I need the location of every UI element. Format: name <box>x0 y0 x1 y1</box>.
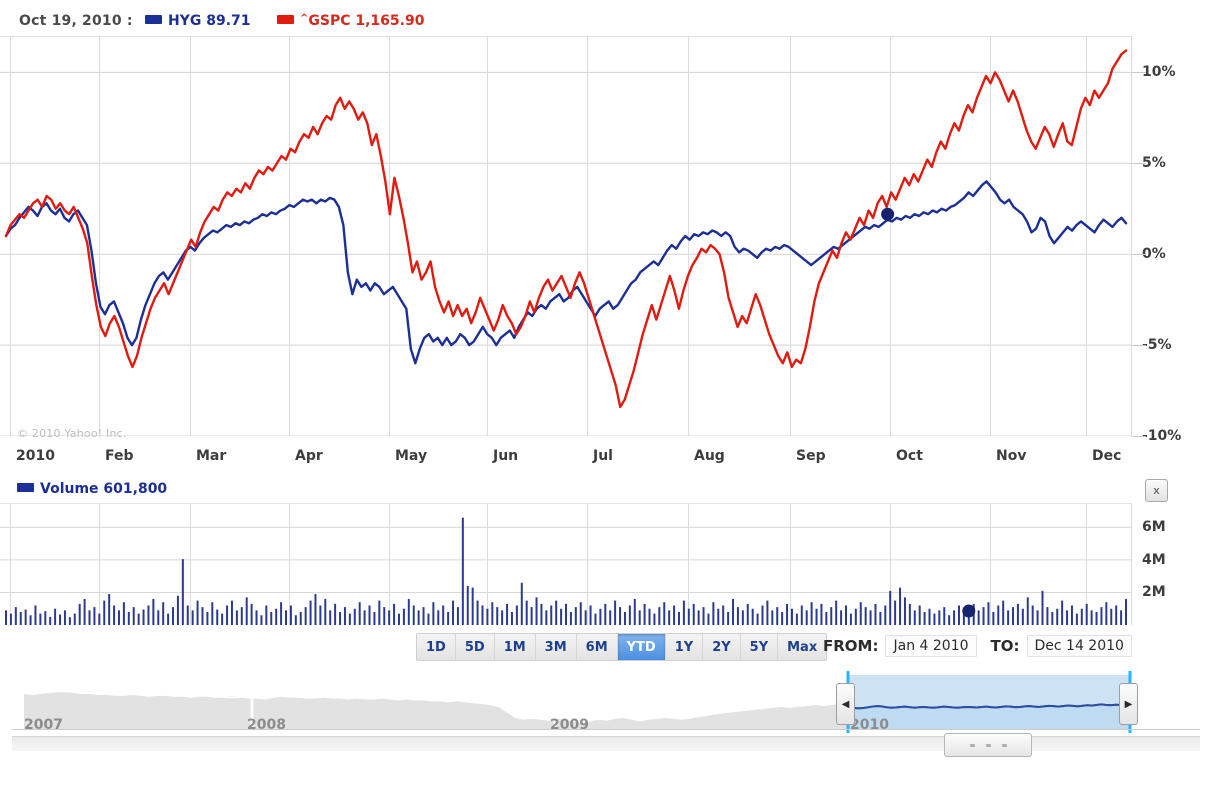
grip-dot <box>969 743 975 747</box>
chart-legend: Oct 19, 2010 : HYG 89.71 ^GSPC 1,165.90 <box>0 0 1212 36</box>
legend-swatch-hyg <box>145 15 162 24</box>
price-plot-svg <box>0 36 1132 436</box>
price-y-tickmark <box>1132 436 1146 437</box>
price-x-tick: Dec <box>1092 448 1122 464</box>
range-button-3m[interactable]: 3M <box>536 634 577 660</box>
range-button-ytd[interactable]: YTD <box>617 634 666 660</box>
price-y-tickmark <box>1132 72 1146 74</box>
price-y-tick: 5% <box>1142 155 1166 172</box>
legend-label-gspc: ^GSPC 1,165.90 <box>300 13 425 29</box>
price-x-tick: Oct <box>896 448 923 464</box>
to-input[interactable]: Dec 14 2010 <box>1026 635 1132 657</box>
volume-y-tick: 4M <box>1142 551 1166 568</box>
range-button-1y[interactable]: 1Y <box>666 634 704 660</box>
price-x-tick: Sep <box>796 448 826 464</box>
volume-y-axis: 6M 4M 2M <box>1134 503 1212 625</box>
price-y-tickmark <box>1132 163 1146 165</box>
price-x-tick: Feb <box>105 448 134 464</box>
range-button-1m[interactable]: 1M <box>495 634 536 660</box>
grip-dot <box>985 743 991 747</box>
volume-swatch <box>17 483 34 492</box>
close-icon[interactable]: x <box>1145 479 1168 502</box>
price-y-tickmark <box>1132 345 1146 347</box>
navigator-left-handle[interactable]: ◀ <box>836 683 855 725</box>
navigator-year-2007: 2007 <box>24 717 63 733</box>
to-label: TO: <box>990 637 1020 655</box>
price-x-tick: Aug <box>694 448 725 464</box>
price-y-tick: 0% <box>1142 246 1166 263</box>
legend-entry-hyg[interactable]: HYG 89.71 <box>145 13 251 29</box>
navigator-year-2010: 2010 <box>850 717 889 733</box>
range-button-2y[interactable]: 2Y <box>703 634 741 660</box>
legend-entry-gspc[interactable]: ^GSPC 1,165.90 <box>277 13 424 29</box>
volume-legend: Volume 601,800 <box>17 481 167 497</box>
price-y-tick: -10% <box>1142 428 1182 444</box>
price-y-tickmark <box>1132 254 1146 256</box>
price-y-tick: -5% <box>1142 337 1172 354</box>
date-range-fields: FROM: Jan 4 2010 TO: Dec 14 2010 <box>823 634 1146 658</box>
from-input[interactable]: Jan 4 2010 <box>885 635 977 657</box>
price-x-tick: Jul <box>593 448 613 464</box>
range-button-5d[interactable]: 5D <box>456 634 495 660</box>
volume-y-tick: 6M <box>1142 519 1166 536</box>
range-button-1d[interactable]: 1D <box>417 634 456 660</box>
grip-dot <box>1001 743 1007 747</box>
navigator-year-2008: 2008 <box>247 717 286 733</box>
legend-date: Oct 19, 2010 : <box>19 13 133 29</box>
price-x-tick: Nov <box>996 448 1027 464</box>
price-y-tick: 10% <box>1142 64 1176 81</box>
range-button-5y[interactable]: 5Y <box>741 634 779 660</box>
range-button-6m[interactable]: 6M <box>577 634 618 660</box>
price-x-tick: Apr <box>295 448 323 464</box>
range-selector[interactable]: 1D 5D 1M 3M 6M YTD 1Y 2Y 5Y Max <box>416 633 828 661</box>
volume-y-tick: 2M <box>1142 584 1166 601</box>
price-chart[interactable] <box>0 36 1132 436</box>
volume-plot-svg <box>0 503 1132 625</box>
copyright-text: © 2010 Yahoo! Inc. <box>17 427 127 440</box>
navigator-right-handle[interactable]: ▶ <box>1119 683 1138 725</box>
volume-legend-label: Volume 601,800 <box>40 481 168 497</box>
volume-chart[interactable] <box>0 503 1132 625</box>
legend-swatch-gspc <box>277 15 294 24</box>
price-x-tick: May <box>395 448 428 464</box>
legend-label-hyg: HYG 89.71 <box>168 13 251 29</box>
price-x-tick: Mar <box>196 448 227 464</box>
price-y-axis: 10% 5% 0% -5% -10% <box>1134 36 1212 444</box>
from-label: FROM: <box>823 637 879 655</box>
range-navigator[interactable]: 2007 2008 2009 2010 ◀ ▶ <box>12 667 1200 745</box>
price-x-axis: 2010 Feb Mar Apr May Jun Jul Aug Sep Oct Nov Dec <box>0 448 1132 476</box>
chart-controls: 1D 5D 1M 3M 6M YTD 1Y 2Y 5Y Max FROM: Jan 4 2010 … <box>0 633 1212 661</box>
navigator-scrollbar[interactable] <box>12 736 1200 751</box>
price-x-tick: Jun <box>493 448 519 464</box>
range-button-max[interactable]: Max <box>787 639 818 655</box>
price-x-tick: 2010 <box>16 448 55 464</box>
navigator-year-2009: 2009 <box>550 717 589 733</box>
navigator-scroll-grip[interactable] <box>944 733 1032 757</box>
